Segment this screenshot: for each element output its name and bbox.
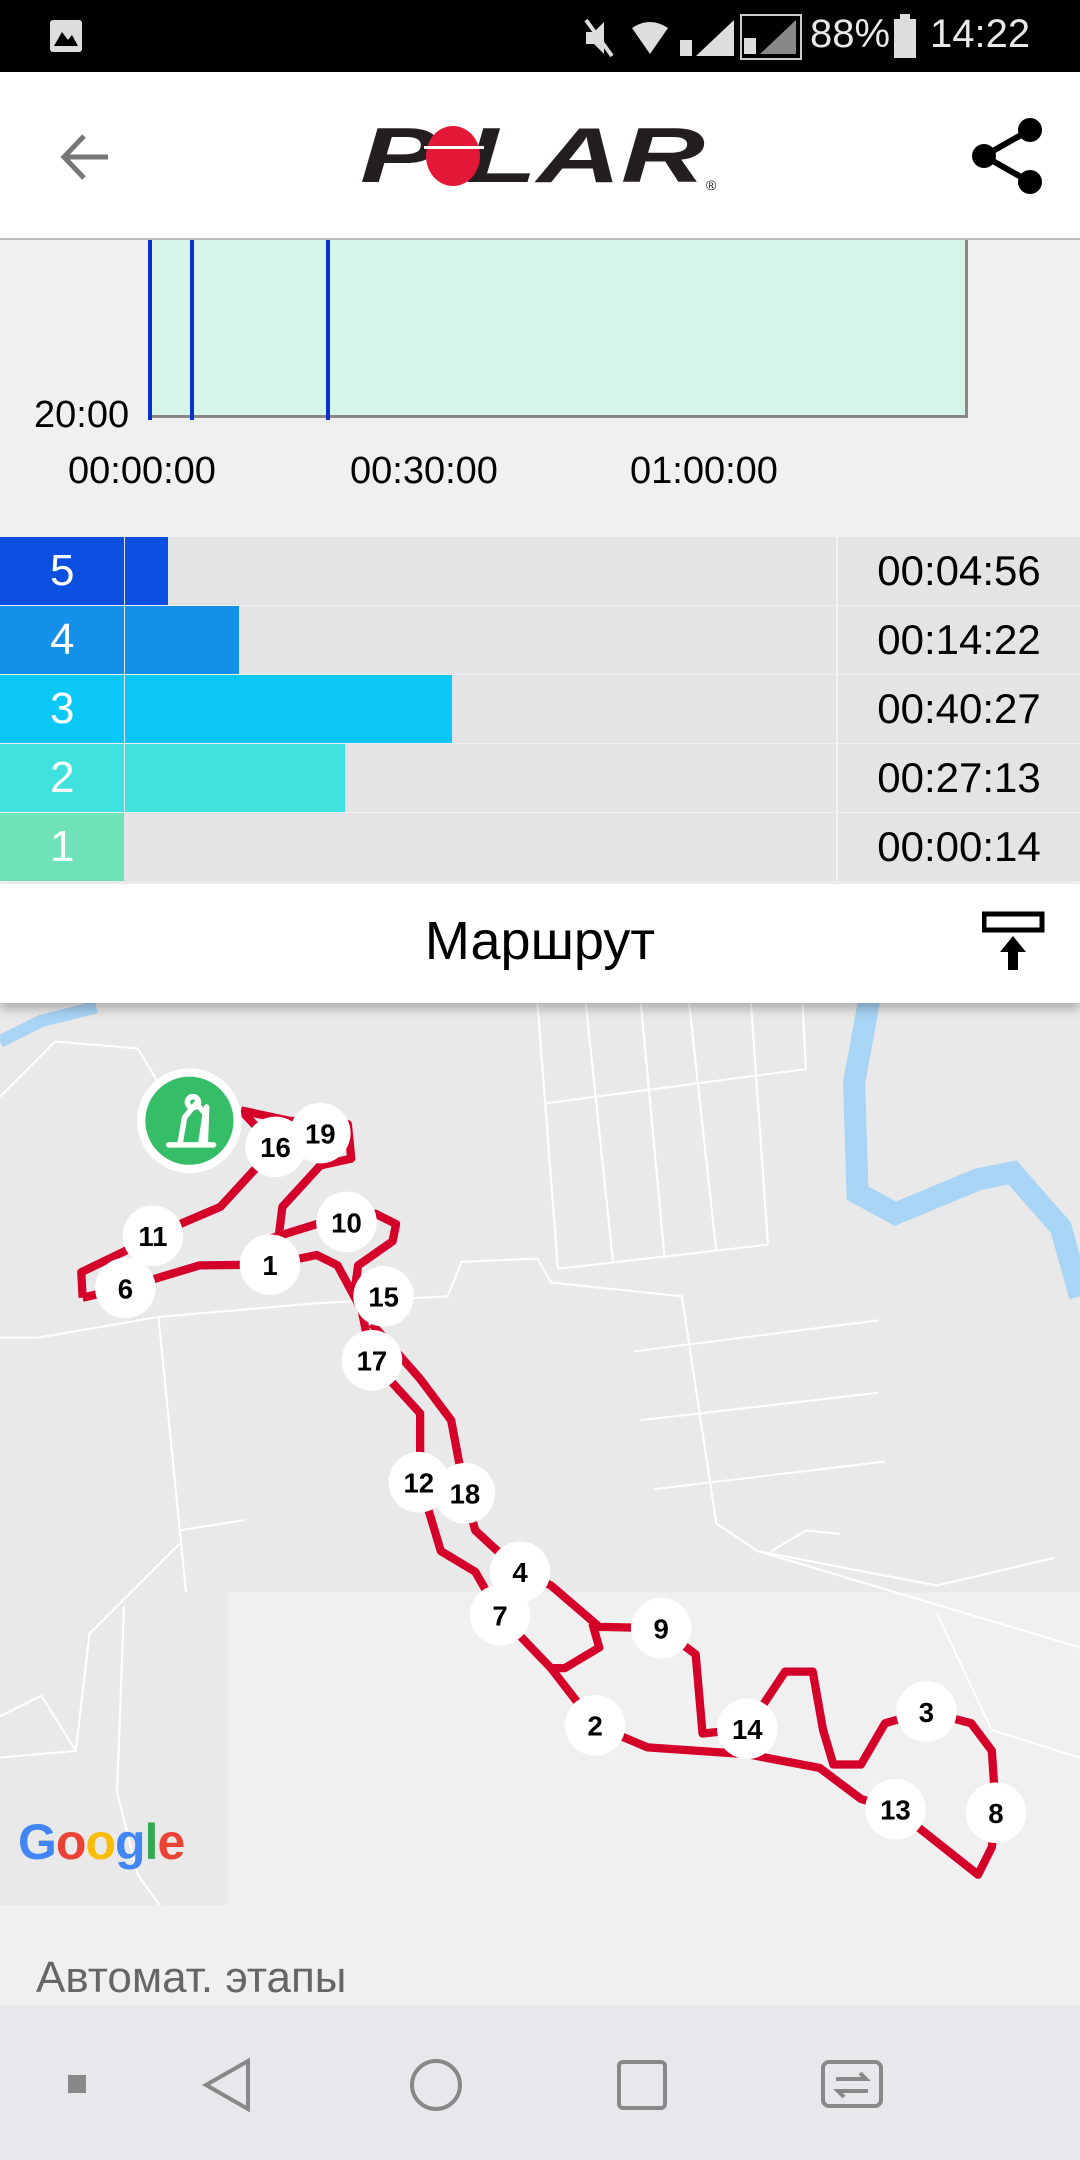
lap-number: 11 [138, 1221, 167, 1252]
zone-row-4: 4 00:14:22 [0, 606, 1080, 674]
status-bar: 88% 14:22 [0, 0, 1080, 72]
zone-row-5: 5 00:04:56 [0, 537, 1080, 605]
auto-laps-section[interactable]: Автомат. этапы [0, 1905, 1080, 2005]
lap-marker[interactable]: 10 [316, 1191, 377, 1253]
lap-number: 2 [587, 1711, 602, 1742]
hr-line [148, 240, 152, 420]
auto-laps-title: Автомат. этапы [36, 1953, 347, 2002]
battery-icon [894, 14, 916, 58]
switch-sim-icon[interactable] [820, 2059, 884, 2111]
collapse-up-icon[interactable] [982, 910, 1046, 974]
heart-rate-chart: 20:00 00:00:00 00:30:00 01:00:00 [0, 240, 1080, 537]
zone-time: 00:00:14 [836, 813, 1080, 881]
zone-time: 00:40:27 [836, 675, 1080, 743]
x-tick-label: 00:30:00 [350, 450, 498, 492]
zone-time: 00:14:22 [836, 606, 1080, 674]
image-icon [50, 20, 82, 52]
lap-marker[interactable]: 9 [630, 1597, 692, 1659]
lap-marker[interactable]: 14 [717, 1698, 778, 1760]
lap-number: 18 [450, 1479, 481, 1510]
route-section-header[interactable]: Маршрут [0, 884, 1080, 1003]
chart-plot-area [148, 240, 968, 418]
recents-square-icon[interactable] [616, 2059, 668, 2111]
lap-marker[interactable]: 6 [95, 1257, 156, 1319]
lap-number: 1 [262, 1250, 277, 1281]
hr-line [190, 240, 194, 420]
battery-percent: 88% [810, 12, 891, 56]
zone-label: 1 [0, 813, 124, 881]
lap-number: 19 [305, 1118, 336, 1149]
lap-number: 8 [988, 1798, 1003, 1829]
lap-marker[interactable]: 18 [434, 1462, 496, 1524]
lap-number: 3 [919, 1697, 934, 1728]
clock: 14:22 [930, 12, 1031, 56]
river [843, 1003, 1080, 1300]
lap-number: 15 [368, 1282, 399, 1313]
svg-text:®: ® [706, 177, 717, 193]
lap-marker[interactable]: 15 [353, 1266, 414, 1327]
start-marker [137, 1068, 242, 1174]
wifi-icon [632, 22, 668, 54]
heart-rate-zones: 5 00:04:56 4 00:14:22 3 00:40:27 2 00:27:13… [0, 537, 1080, 881]
zone-bar [125, 537, 168, 605]
lap-marker[interactable]: 12 [388, 1451, 450, 1513]
lap-number: 12 [403, 1468, 434, 1499]
menu-dot-icon[interactable] [68, 2075, 86, 2093]
lap-marker[interactable]: 7 [469, 1584, 531, 1646]
route-title: Маршрут [424, 911, 656, 971]
zone-row-1: 1 00:00:14 [0, 813, 1080, 881]
zone-time: 00:04:56 [836, 537, 1080, 605]
back-triangle-icon[interactable] [200, 2057, 256, 2113]
lap-marker[interactable]: 2 [564, 1694, 626, 1756]
sim2-signal-icon [740, 14, 802, 60]
hr-line [326, 240, 330, 420]
zone-label: 5 [0, 537, 124, 605]
share-icon[interactable] [968, 116, 1048, 196]
lap-marker[interactable]: 1 [239, 1234, 301, 1295]
map-roads [0, 1003, 1080, 1905]
zone-row-3: 3 00:40:27 [0, 675, 1080, 743]
x-tick-label: 01:00:00 [630, 450, 778, 492]
zone-label: 2 [0, 744, 124, 812]
lap-number: 16 [260, 1132, 291, 1163]
app-header: P LAR ® [0, 72, 1080, 240]
lap-marker[interactable]: 3 [896, 1681, 957, 1742]
lap-marker[interactable]: 11 [122, 1205, 184, 1267]
zone-bar [125, 606, 239, 674]
mute-icon [584, 18, 614, 58]
navigation-bar [0, 2005, 1080, 2160]
lap-number: 14 [732, 1714, 763, 1745]
lap-number: 17 [357, 1346, 388, 1377]
lap-number: 4 [512, 1557, 528, 1588]
sim1-signal-icon [680, 20, 734, 56]
route-map[interactable]: 1 2 3 4 6 7 8 9 10 11 12 13 14 15 16 17 18 19 Google [0, 1003, 1080, 1905]
zone-label: 3 [0, 675, 124, 743]
google-logo: Google [18, 1814, 185, 1870]
lap-marker[interactable]: 8 [965, 1782, 1027, 1844]
lap-number: 13 [880, 1795, 911, 1826]
lap-marker[interactable]: 17 [341, 1330, 403, 1391]
zone-row-2: 2 00:27:13 [0, 744, 1080, 812]
lap-marker[interactable]: 13 [865, 1778, 926, 1840]
zone-label: 4 [0, 606, 124, 674]
zone-bar [125, 675, 453, 743]
zone-bar [125, 744, 346, 812]
lap-number: 7 [492, 1600, 507, 1631]
svg-text:P LAR: P LAR [360, 120, 705, 199]
lap-number: 6 [118, 1273, 133, 1304]
lap-number: 10 [331, 1207, 362, 1238]
home-circle-icon[interactable] [408, 2057, 464, 2113]
arrow-left-icon[interactable] [58, 132, 112, 182]
lap-marker[interactable]: 19 [289, 1102, 351, 1164]
lap-number: 9 [654, 1614, 669, 1645]
x-tick-label: 00:00:00 [68, 450, 216, 492]
river [0, 1003, 98, 1048]
y-tick-label: 20:00 [34, 394, 130, 436]
polar-logo: P LAR ® [360, 111, 720, 200]
zone-time: 00:27:13 [836, 744, 1080, 812]
